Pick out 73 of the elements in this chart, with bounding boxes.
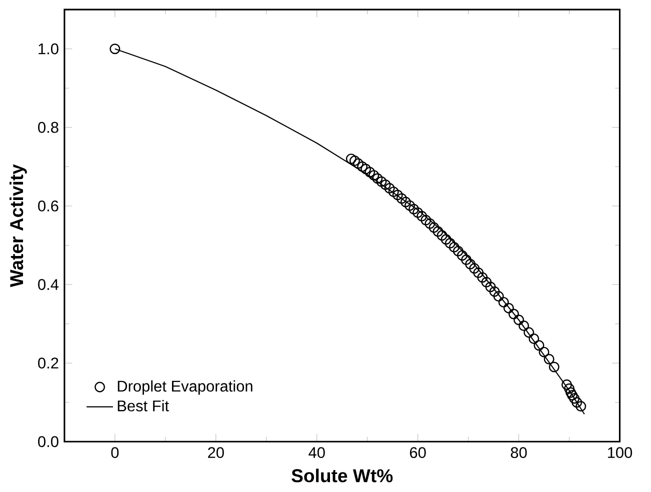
point (408, 204, 420, 214)
point (481, 276, 492, 288)
y-tick-label: 0.0 (38, 436, 58, 448)
point (566, 387, 576, 398)
point (498, 297, 509, 308)
point (514, 314, 524, 326)
point (392, 190, 403, 200)
y-tick-label: 0.2 (38, 358, 58, 369)
point (352, 158, 364, 169)
legend-label: Best Fit (118, 400, 169, 412)
x-tick-label: 20 (208, 447, 224, 458)
point (436, 230, 448, 241)
point (424, 218, 436, 229)
x-tick-label: 0 (111, 447, 119, 458)
y-tick-label: 1.0 (38, 43, 58, 54)
y-tick-label: 0.6 (38, 200, 58, 212)
point (380, 180, 391, 190)
point (561, 379, 572, 390)
point (400, 196, 411, 208)
point (420, 214, 432, 226)
point (564, 383, 575, 394)
point (572, 397, 582, 408)
point (368, 170, 380, 181)
point (110, 44, 120, 54)
point (461, 254, 472, 266)
point (428, 222, 440, 233)
point (440, 234, 452, 245)
point (473, 268, 484, 278)
y-tick-label: 0.4 (38, 279, 59, 290)
point (396, 193, 407, 204)
point (388, 186, 399, 198)
legend-label: Droplet Evaporation (118, 380, 252, 395)
point (477, 272, 488, 283)
point (518, 320, 530, 332)
point (360, 164, 372, 174)
point (544, 354, 554, 364)
point (538, 346, 550, 358)
point (489, 286, 500, 297)
point (376, 176, 387, 187)
point (567, 390, 578, 401)
point (364, 166, 376, 178)
point (416, 210, 428, 222)
point (412, 207, 424, 218)
point (444, 238, 456, 249)
point (503, 302, 514, 314)
point (508, 308, 519, 320)
point (485, 282, 496, 292)
point (432, 226, 444, 237)
point (357, 161, 368, 172)
point (349, 156, 360, 166)
point (465, 258, 476, 270)
point (534, 340, 544, 351)
point (524, 327, 534, 338)
point (384, 183, 395, 194)
point (576, 401, 586, 412)
point (548, 362, 560, 372)
x-tick-label: 80 (510, 447, 527, 458)
point (456, 250, 468, 261)
point (346, 154, 356, 164)
y-tick-label: 0.8 (38, 122, 58, 133)
y-axis-title: Water Activity (10, 164, 27, 288)
point (372, 173, 383, 184)
x-tick-label: 60 (410, 447, 426, 458)
point (493, 291, 504, 302)
x-axis-title: Solute Wt% (292, 468, 393, 482)
point (569, 393, 580, 404)
point (452, 246, 464, 256)
point (528, 334, 540, 344)
x-tick-label: 100 (608, 447, 632, 458)
x-tick-label: 40 (308, 447, 325, 458)
point (404, 200, 415, 211)
point (469, 263, 480, 274)
point (448, 242, 460, 253)
